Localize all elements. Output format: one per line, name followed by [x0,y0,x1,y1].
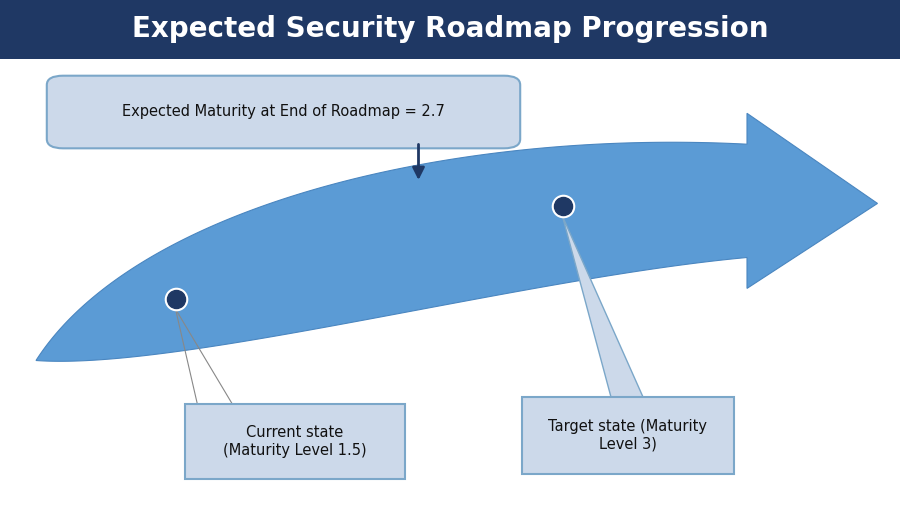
FancyBboxPatch shape [522,397,734,474]
FancyBboxPatch shape [184,404,405,479]
Text: Expected Security Roadmap Progression: Expected Security Roadmap Progression [131,15,769,43]
Polygon shape [562,216,644,399]
Bar [0,0,900,59]
Text: Expected Maturity at End of Roadmap = 2.7: Expected Maturity at End of Roadmap = 2.… [122,104,445,119]
Text: Current state
(Maturity Level 1.5): Current state (Maturity Level 1.5) [223,425,366,458]
Text: Target state (Maturity
Level 3): Target state (Maturity Level 3) [548,419,707,451]
FancyBboxPatch shape [47,76,520,148]
Polygon shape [36,113,878,362]
